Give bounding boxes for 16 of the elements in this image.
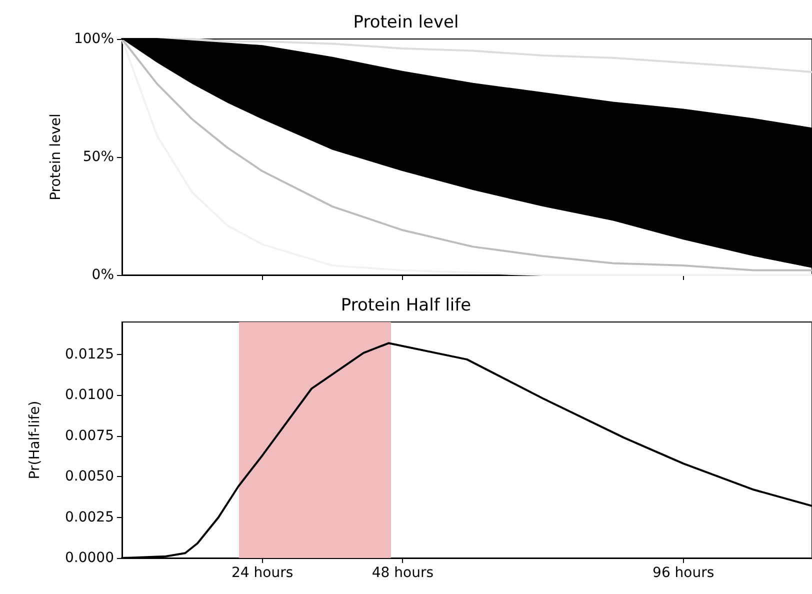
y-tick-label: 100% bbox=[74, 31, 114, 47]
y-tick-label: 0.0050 bbox=[65, 468, 114, 485]
y-tick-label: 0% bbox=[92, 267, 114, 283]
x-tick-label: 48 hours bbox=[372, 565, 434, 581]
x-tick-label: 96 hours bbox=[652, 565, 714, 581]
y-tick-label: 0.0100 bbox=[65, 387, 114, 404]
y-axis-title: Pr(Half-life) bbox=[27, 400, 43, 480]
y-tick-label: 0.0025 bbox=[65, 509, 114, 526]
y-tick-label: 0.0000 bbox=[65, 550, 114, 566]
chart-title: Protein Half life bbox=[340, 296, 472, 316]
chart-title: Protein level bbox=[353, 12, 459, 32]
y-tick-label: 0.0125 bbox=[65, 346, 114, 363]
y-tick-label: 0.0075 bbox=[65, 428, 114, 444]
x-tick-label: 24 hours bbox=[232, 565, 294, 581]
y-axis-title: Protein level bbox=[48, 114, 64, 200]
y-tick-label: 50% bbox=[82, 149, 114, 165]
